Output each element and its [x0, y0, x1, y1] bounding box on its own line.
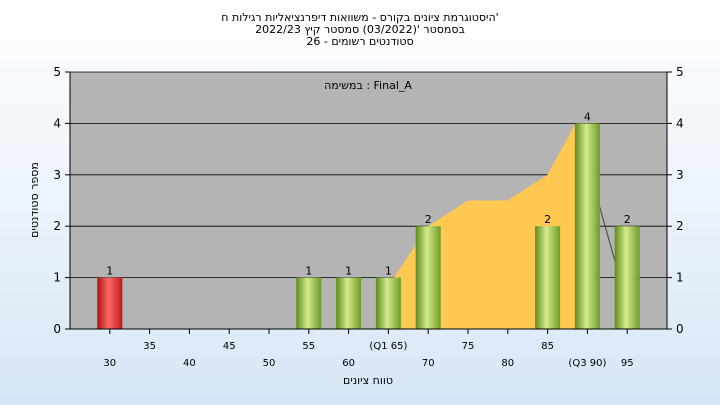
x-tick-label-lower: 40 [183, 358, 196, 369]
x-tick-label-upper: 45 [223, 341, 236, 352]
y-tick-label-right: 3 [676, 168, 684, 182]
bar-value-label: 2 [544, 213, 551, 226]
y-axis-label: מספר סטודנטים [28, 162, 41, 238]
bar-value-label: 4 [584, 110, 591, 123]
bar-value-label: 2 [425, 213, 432, 226]
bar [614, 226, 640, 329]
x-tick-label-lower: 30 [103, 358, 116, 369]
x-tick-label-upper: 85 [541, 341, 554, 352]
bars [97, 123, 640, 330]
bar [336, 277, 362, 329]
bar-value-label: 1 [305, 265, 312, 278]
chart-title-line-1: היסטוגרמת ציונים בקורס - משוואות דיפרנצי… [221, 11, 498, 24]
bar [375, 277, 401, 329]
y-tick-label-right: 5 [676, 65, 684, 79]
y-tick-label-left: 1 [53, 271, 61, 285]
bar-labels: 1 1 1 1 2 2 4 2 [106, 110, 630, 277]
chart-title-line-2: בסמסטר '(03/2022) סמסטר קיץ 2022/23 [255, 23, 465, 36]
x-ticks: 35 45 55 (Q1 65) 75 85 30 40 50 60 70 80 (Q3 90) 95 [103, 329, 634, 369]
chart-title-line-3: סטודנטים רשומים - 26 [306, 35, 413, 48]
x-tick-label-lower: 50 [263, 358, 276, 369]
bar [535, 226, 561, 329]
x-tick-label-lower: 60 [342, 358, 355, 369]
bar-value-label: 2 [624, 213, 631, 226]
y-tick-label-right: 2 [676, 219, 684, 233]
y-tick-label-left: 2 [53, 219, 61, 233]
y-tick-label-right: 0 [676, 322, 684, 336]
y-tick-label-left: 3 [53, 168, 61, 182]
x-tick-label-upper: 75 [462, 341, 475, 352]
x-tick-label-lower: 80 [501, 358, 514, 369]
x-tick-label-upper: (Q1 65) [369, 341, 407, 352]
y-ticks: 0 0 1 1 2 2 3 3 4 4 5 5 [53, 65, 683, 336]
bar [415, 226, 441, 329]
x-tick-label-upper: 35 [143, 341, 156, 352]
y-tick-label-left: 5 [53, 65, 61, 79]
bar-value-label: 1 [385, 265, 392, 278]
x-tick-label-lower: (Q3 90) [568, 358, 606, 369]
y-tick-label-left: 0 [53, 322, 61, 336]
y-tick-label-left: 4 [53, 116, 61, 130]
bar-value-label: 1 [106, 265, 113, 278]
y-tick-label-right: 1 [676, 271, 684, 285]
x-tick-label-lower: 70 [422, 358, 435, 369]
x-tick-label-lower: 95 [621, 358, 634, 369]
x-tick-label-upper: 55 [302, 341, 315, 352]
bar [97, 277, 123, 329]
y-tick-label-right: 4 [676, 116, 684, 130]
bar [296, 277, 322, 329]
bar-value-label: 1 [345, 265, 352, 278]
x-axis-label: טווח ציונים [343, 374, 393, 387]
bar [574, 123, 600, 330]
task-annotation: במשימה : Final_A [324, 79, 412, 92]
